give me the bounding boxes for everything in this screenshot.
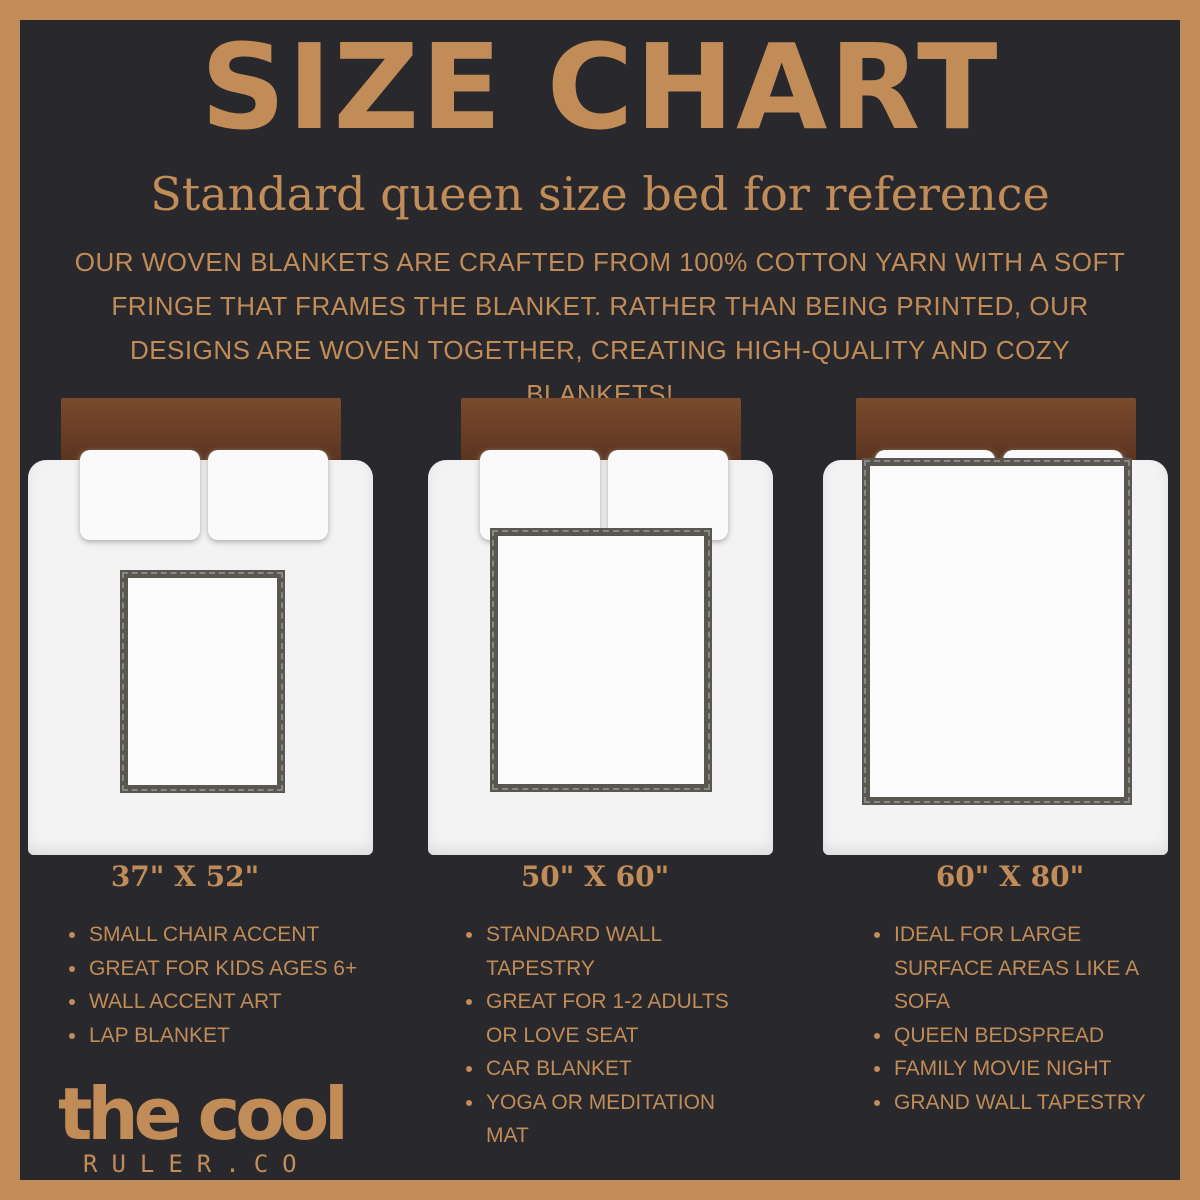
logo-sub-text: RULER.CO [83,1150,311,1178]
size-label-medium: 50" X 60" [520,860,670,893]
logo-main-text: the cool [58,1072,349,1156]
bed-illustration-small [28,398,378,858]
blanket-60x80 [862,458,1132,805]
feature-item: Wall accent art [67,985,357,1019]
blanket-37x52 [120,570,285,793]
brand-logo: the cool RULER.CO [58,1072,349,1178]
feature-item: Car blanket [464,1052,744,1086]
pillow [80,450,200,540]
pillow [208,450,328,540]
feature-item: Small chair accent [67,918,357,952]
bed-illustration-large [823,398,1173,858]
size-label-small: 37" X 52" [110,860,260,893]
page-title: SIZE CHART [200,18,1000,156]
feature-list-small: Small chair accent Great for kids ages 6… [67,918,357,1052]
description: Our woven blankets are crafted from 100%… [74,247,1126,409]
pillow [480,450,600,540]
feature-item: Family movie night [872,1052,1162,1086]
subtitle: Standard queen size bed for reference [150,167,1050,221]
feature-item: Great for kids ages 6+ [67,952,357,986]
size-label-large: 60" X 80" [935,860,1085,893]
feature-item: Ideal for large surface areas like a sof… [872,918,1162,1019]
pillow [608,450,728,540]
feature-item: Yoga or meditation mat [464,1086,744,1153]
feature-list-medium: Standard wall tapestry Great for 1-2 adu… [464,918,744,1153]
feature-item: Lap blanket [67,1019,357,1053]
feature-item: Grand wall tapestry [872,1086,1162,1120]
bed-illustration-medium [428,398,778,858]
blanket-50x60 [490,528,712,792]
feature-item: Great for 1-2 adults or love seat [464,985,744,1052]
feature-item: Standard wall tapestry [464,918,744,985]
feature-list-large: Ideal for large surface areas like a sof… [872,918,1162,1119]
feature-item: Queen bedspread [872,1019,1162,1053]
